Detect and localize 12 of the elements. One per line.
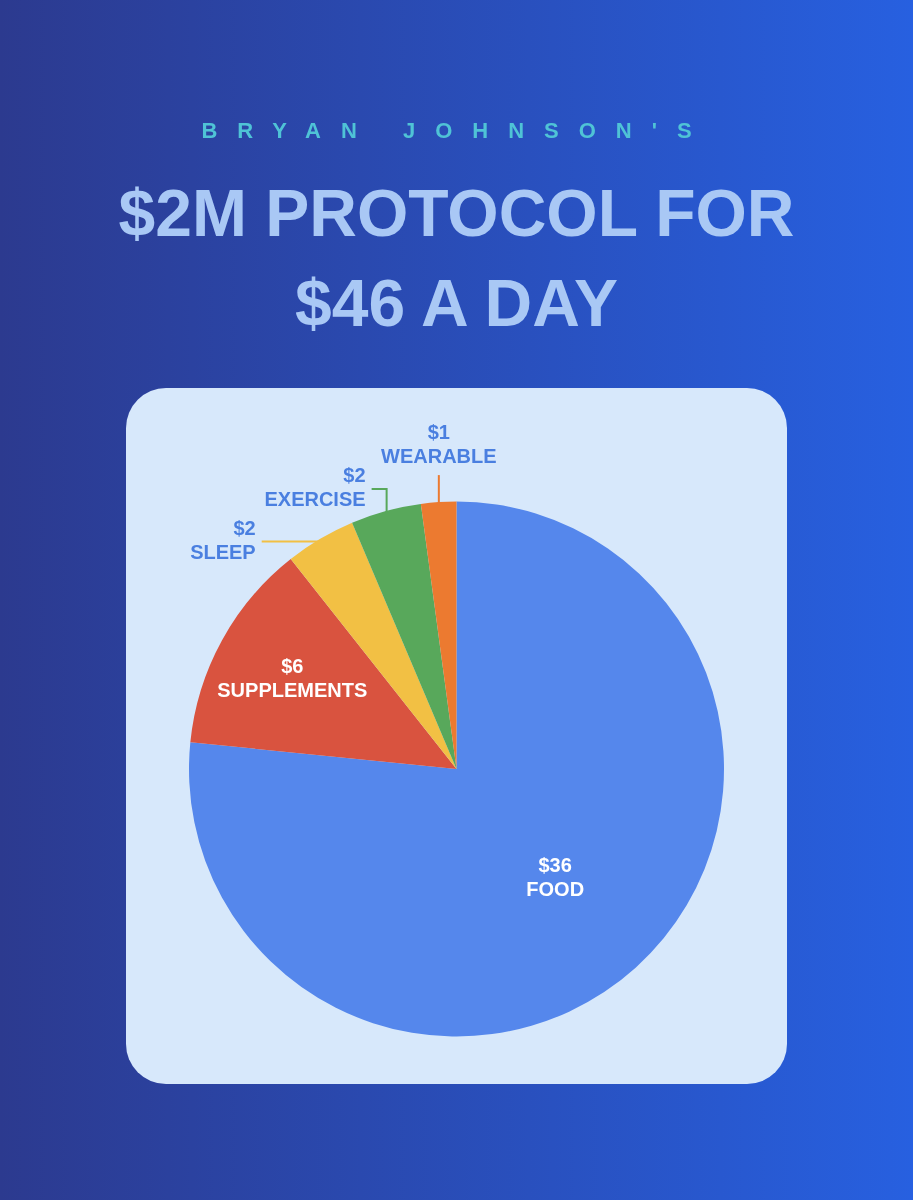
slice-label: EXERCISE [264,488,366,511]
slice-label: SLEEP [190,540,256,563]
data-label: $6 [281,654,304,677]
data-label: $2 [233,516,256,539]
slice-label: WEARABLE [381,444,497,467]
chart-subtitle: BRYAN JOHNSON'S [200,118,713,144]
data-label: $36 [538,853,572,876]
data-label: $1 [427,420,450,443]
slice-label: SUPPLEMENTS [217,678,368,701]
chart-title: $2M PROTOCOL FOR $46 A DAY [117,175,796,342]
slice-label: FOOD [526,877,585,900]
data-label: $2 [343,464,366,487]
